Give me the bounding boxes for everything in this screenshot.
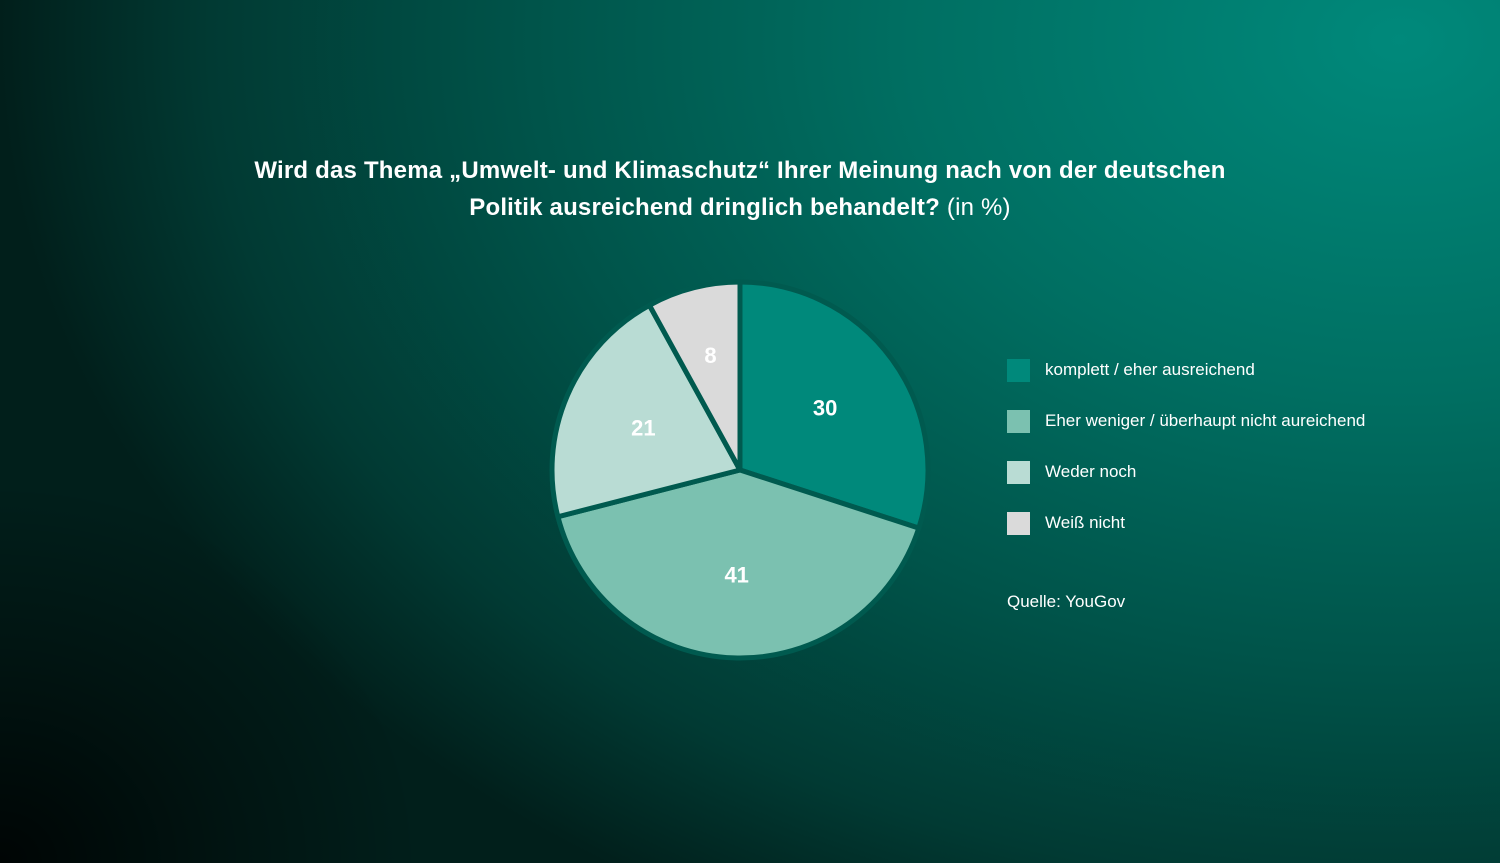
chart-title-question: Wird das Thema „Umwelt- und Klimaschutz“… [254,157,1226,221]
pie-slice-wei-nicht [646,279,743,473]
pie-slice-value-label: 41 [724,563,748,588]
chart-title: Wird das Thema „Umwelt- und Klimaschutz“… [240,152,1240,226]
legend-item-weder-noch: Weder noch [1007,460,1467,484]
pie-slice-eher-weniger-berhaupt-nicht-aureichend [555,467,922,661]
legend-label: komplett / eher ausreichend [1045,360,1255,379]
source-note: Quelle: YouGov [1007,592,1126,611]
legend-item-komplett-eher-ausreichend: komplett / eher ausreichend [1007,358,1467,382]
pie-chart: 30 41 21 8 [549,279,931,661]
legend-label: Eher weniger / überhaupt nicht aureichen… [1045,411,1366,430]
legend-item-eher-weniger-berhaupt-nicht-aureichend: Eher weniger / überhaupt nicht aureichen… [1007,409,1467,433]
chart-legend: komplett / eher ausreichend Eher weniger … [1007,358,1467,562]
legend-label: Weder noch [1045,462,1137,481]
legend-item-wei-nicht: Weiß nicht [1007,511,1467,535]
pie-slice-komplett-eher-ausreichend [737,279,931,531]
pie-slice-value-label: 8 [704,343,716,368]
legend-swatch [1007,358,1030,382]
pie-slice-weder-noch [549,302,743,520]
pie-slice-value-label: 30 [813,396,837,421]
legend-swatch [1007,511,1030,535]
pie-slice-value-label: 21 [631,416,655,441]
legend-swatch [1007,460,1030,484]
legend-swatch [1007,409,1030,433]
chart-title-unit: (in %) [946,194,1011,221]
legend-label: Weiß nicht [1045,513,1125,532]
